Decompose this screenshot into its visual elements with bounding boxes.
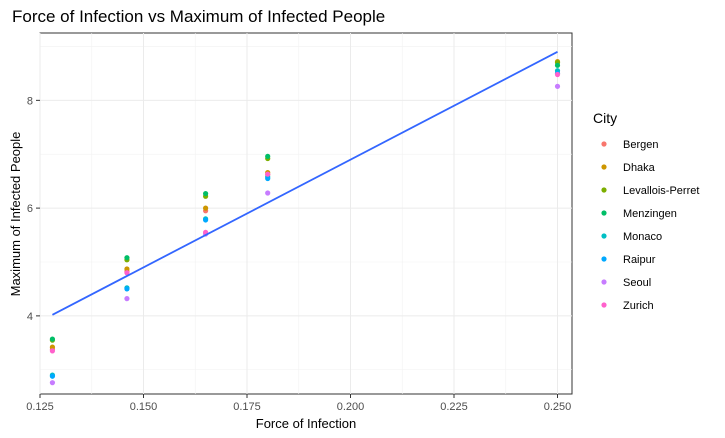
legend-key [601, 187, 607, 193]
x-axis-title: Force of Infection [256, 416, 356, 431]
data-point [554, 71, 561, 78]
data-point [265, 190, 271, 196]
legend-label: Raipur [623, 254, 656, 266]
legend-label: Monaco [623, 231, 662, 243]
plot-panel [39, 32, 573, 395]
legend-label: Bergen [623, 139, 658, 151]
legend-key [601, 256, 607, 262]
data-point [49, 380, 56, 386]
x-tick-label: 0.125 [26, 401, 54, 413]
trend-line-group [52, 51, 558, 316]
y-axis: 4 6 8 [27, 95, 40, 323]
data-point [265, 171, 271, 177]
data-point [203, 190, 209, 197]
data-point [49, 373, 56, 379]
legend-key [601, 233, 607, 239]
grid-major [39, 33, 572, 394]
data-point [49, 348, 56, 354]
data-point [124, 266, 130, 272]
chart-title: Force of Infection vs Maximum of Infecte… [12, 7, 385, 26]
data-point [203, 217, 209, 223]
x-tick-label: 0.250 [544, 401, 572, 413]
data-point [265, 153, 271, 159]
legend-key [601, 210, 607, 216]
y-tick-label: 4 [27, 311, 33, 323]
legend-key [601, 141, 607, 147]
data-point [49, 344, 56, 350]
legend-title: City [593, 110, 617, 126]
legend-label: Seoul [623, 277, 651, 289]
data-point [124, 286, 130, 292]
data-point [124, 270, 130, 276]
y-axis-title: Maximum of Infected People [8, 132, 23, 297]
legend: City Bergen Dhaka Levallois-Perret Menzinge… [593, 110, 699, 312]
data-points [49, 58, 561, 386]
y-tick-label: 6 [27, 203, 33, 215]
data-point [124, 296, 130, 302]
legend-key [601, 302, 607, 308]
y-tick-label: 8 [27, 95, 33, 107]
legend-label: Zurich [623, 300, 654, 312]
legend-key [601, 279, 607, 285]
data-point [203, 205, 209, 211]
legend-label: Dhaka [623, 162, 656, 174]
grid-minor [40, 33, 572, 394]
x-tick-label: 0.175 [233, 401, 261, 413]
data-point [124, 255, 130, 261]
legend-label: Levallois-Perret [623, 185, 699, 197]
x-tick-label: 0.150 [130, 401, 158, 413]
x-tick-label: 0.225 [440, 401, 468, 413]
legend-label: Menzingen [623, 208, 677, 220]
data-point [265, 175, 271, 182]
data-point [49, 336, 56, 342]
x-axis: 0.125 0.150 0.175 0.200 0.225 0.250 [26, 394, 571, 413]
data-point [554, 62, 561, 68]
legend-key [601, 164, 607, 170]
trend-line [52, 51, 558, 316]
data-point [554, 83, 561, 89]
x-tick-label: 0.200 [337, 401, 365, 413]
